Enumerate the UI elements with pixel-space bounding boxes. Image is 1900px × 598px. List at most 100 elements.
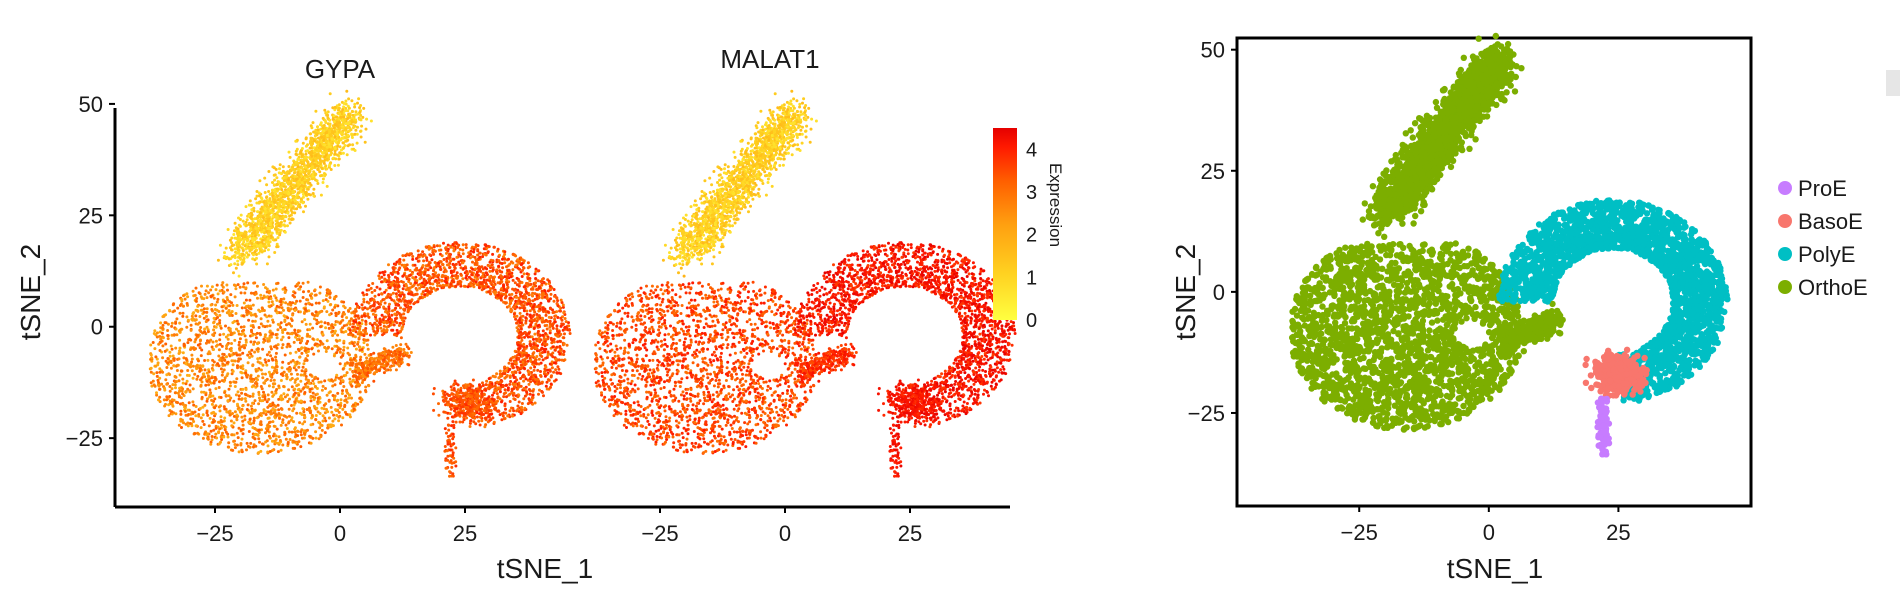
gypa-point	[226, 445, 230, 449]
gypa-point	[200, 284, 203, 288]
gypa-point	[302, 386, 306, 390]
gypa-point	[331, 394, 335, 397]
gypa-point	[324, 419, 328, 423]
gypa-point	[264, 379, 268, 383]
gypa-point	[543, 324, 547, 328]
gypa-point	[286, 224, 289, 228]
gypa-point	[313, 343, 317, 347]
gypa-point	[255, 382, 259, 386]
gypa-point	[511, 261, 515, 265]
gypa-point	[189, 323, 193, 327]
gypa-point	[234, 266, 238, 270]
gypa-point	[291, 294, 295, 297]
gypa-point	[237, 340, 241, 344]
gypa-point	[280, 306, 284, 310]
gypa-point	[252, 416, 256, 420]
gypa-point	[331, 419, 335, 423]
gypa-point	[233, 446, 237, 450]
gypa-point	[173, 383, 177, 387]
gypa-point	[325, 393, 329, 397]
gypa-point	[286, 342, 290, 346]
gypa-point	[173, 380, 177, 384]
gypa-point	[194, 299, 198, 303]
gypa-point	[321, 299, 325, 303]
gypa-point	[293, 171, 296, 175]
gypa-point	[160, 331, 164, 335]
gypa-point	[415, 288, 419, 292]
gypa-point	[383, 301, 387, 305]
gypa-point	[184, 382, 188, 386]
gypa-point	[214, 339, 218, 343]
gypa-point	[185, 302, 189, 305]
gypa-point	[295, 299, 299, 303]
gypa-point	[178, 328, 182, 332]
gypa-point	[258, 179, 262, 183]
gypa-point	[161, 323, 165, 327]
gypa-point	[256, 360, 260, 364]
gypa-point	[286, 197, 290, 201]
gypa-point	[242, 234, 246, 238]
gypa-point	[205, 399, 209, 403]
gypa-point	[243, 392, 247, 396]
gypa-point	[241, 285, 245, 289]
gypa-point	[317, 301, 321, 305]
gypa-point	[179, 409, 183, 413]
gypa-point	[202, 372, 206, 376]
gypa-point	[249, 441, 253, 445]
gypa-point	[265, 363, 269, 367]
gypa-point	[383, 290, 387, 294]
gypa-point	[331, 384, 335, 388]
gypa-point	[276, 322, 280, 326]
gypa-point	[307, 381, 311, 385]
gypa-point	[201, 419, 205, 423]
gypa-point	[345, 89, 349, 93]
gypa-point	[218, 333, 222, 337]
gypa-point	[168, 350, 172, 354]
gypa-point	[239, 257, 243, 261]
gypa-point	[155, 371, 159, 375]
gypa-point	[438, 244, 442, 248]
gypa-point	[194, 318, 198, 322]
gypa-point	[343, 128, 347, 132]
gypa-point	[244, 230, 248, 234]
gypa-point	[301, 177, 305, 181]
gypa-point	[287, 165, 291, 168]
gypa-point	[201, 413, 205, 417]
gypa-point	[252, 206, 256, 210]
gypa-point	[355, 132, 359, 136]
gypa-point	[320, 424, 324, 427]
gypa-point	[309, 152, 313, 156]
gypa-point	[214, 387, 218, 391]
gypa-point	[272, 183, 276, 187]
gypa-point	[238, 224, 242, 228]
gypa-point	[161, 356, 165, 360]
gypa-point	[306, 350, 310, 353]
gypa-point	[276, 236, 280, 240]
gypa-point	[271, 181, 274, 184]
gypa-point	[319, 435, 323, 439]
gypa-point	[267, 370, 271, 374]
gypa-point	[256, 210, 259, 214]
gypa-point	[335, 399, 339, 403]
gypa-point	[214, 325, 218, 329]
gypa-point	[242, 282, 246, 286]
gypa-point	[272, 173, 276, 177]
gypa-point	[298, 299, 302, 303]
gypa-point	[283, 210, 287, 214]
gypa-point	[356, 332, 360, 336]
gypa-point	[255, 416, 259, 420]
gypa-point	[236, 390, 240, 394]
gypa-point	[281, 328, 284, 332]
gypa-point	[314, 158, 318, 161]
gypa-point	[288, 351, 292, 355]
gypa-point	[363, 352, 367, 356]
gypa-point	[284, 423, 288, 427]
gypa-point	[178, 389, 181, 393]
gypa-point	[313, 288, 317, 292]
gypa-point	[272, 424, 276, 428]
gypa-point	[273, 191, 277, 194]
gypa-point	[294, 149, 298, 153]
gypa-point	[282, 297, 286, 301]
gypa-point	[244, 338, 248, 342]
gypa-point	[397, 324, 401, 327]
